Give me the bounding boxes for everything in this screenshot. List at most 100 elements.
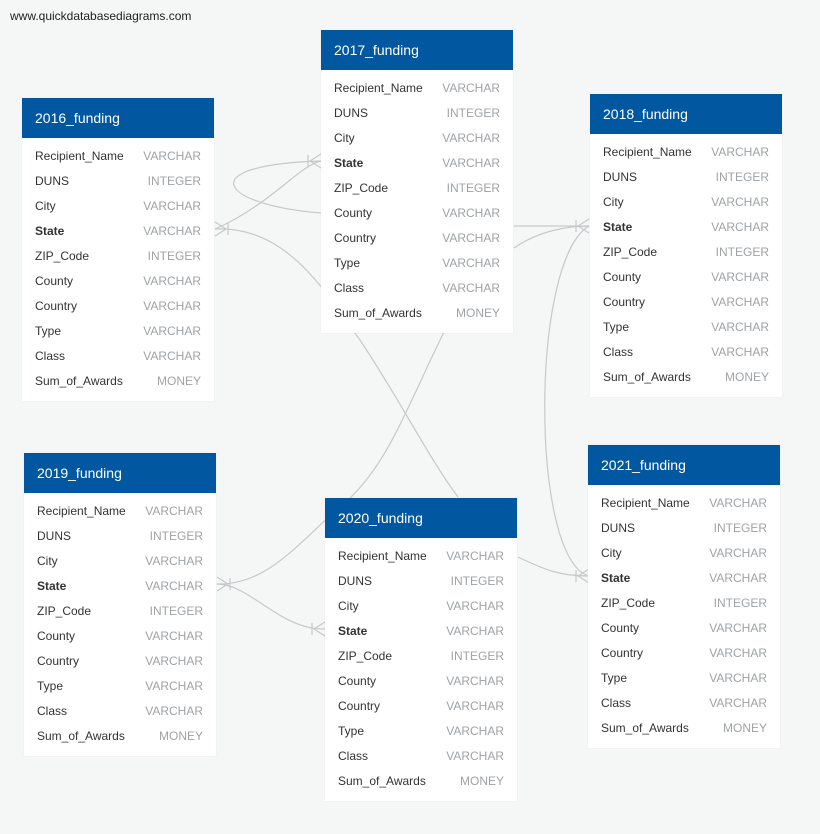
column-row[interactable]: City VARCHAR [590,190,782,215]
column-type: INTEGER [450,649,504,663]
column-row[interactable]: County VARCHAR [588,616,780,641]
column-type: MONEY [156,374,201,388]
column-name: Recipient_Name [37,504,126,518]
table-title[interactable]: 2017_funding [321,30,513,70]
column-row[interactable]: Class VARCHAR [588,691,780,716]
table-title[interactable]: 2018_funding [590,94,782,134]
column-row[interactable]: ZIP_Code INTEGER [588,591,780,616]
column-name: Recipient_Name [601,496,690,510]
column-row[interactable]: Sum_of_Awards MONEY [22,369,214,394]
table-title[interactable]: 2020_funding [325,498,517,538]
column-row[interactable]: Country VARCHAR [22,294,214,319]
column-type: VARCHAR [711,220,769,234]
column-row[interactable]: County VARCHAR [22,269,214,294]
table-title[interactable]: 2021_funding [588,445,780,485]
column-row[interactable]: City VARCHAR [588,541,780,566]
column-row[interactable]: Class VARCHAR [321,276,513,301]
column-row[interactable]: City VARCHAR [22,194,214,219]
column-name: Type [37,679,64,693]
column-type: VARCHAR [143,299,201,313]
table-2018-funding[interactable]: 2018_funding Recipient_Name VARCHAR DUNS INT… [590,94,782,397]
column-type: INTEGER [715,170,769,184]
column-row[interactable]: State VARCHAR [325,619,517,644]
column-type: VARCHAR [709,646,767,660]
column-row[interactable]: County VARCHAR [325,669,517,694]
column-row[interactable]: DUNS INTEGER [590,165,782,190]
column-row[interactable]: Type VARCHAR [325,719,517,744]
column-row[interactable]: ZIP_Code INTEGER [22,244,214,269]
column-row[interactable]: Recipient_Name VARCHAR [22,144,214,169]
column-row[interactable]: DUNS INTEGER [24,524,216,549]
crowfoot-2016 [214,221,229,237]
column-row[interactable]: ZIP_Code INTEGER [321,176,513,201]
column-row[interactable]: Recipient_Name VARCHAR [588,491,780,516]
link-2020-2021 [517,556,590,577]
column-name: County [338,674,377,688]
column-row[interactable]: Country VARCHAR [325,694,517,719]
column-row[interactable]: Country VARCHAR [321,226,513,251]
column-type: VARCHAR [711,345,769,359]
column-row[interactable]: Type VARCHAR [24,674,216,699]
column-row[interactable]: Sum_of_Awards MONEY [588,716,780,741]
column-type: VARCHAR [446,624,504,638]
table-title[interactable]: 2019_funding [24,453,216,493]
table-2021-funding[interactable]: 2021_funding Recipient_Name VARCHAR DUNS INT… [588,445,780,748]
link-2017-2019 [349,329,446,499]
column-type: INTEGER [149,604,203,618]
column-row[interactable]: Type VARCHAR [22,319,214,344]
column-row[interactable]: City VARCHAR [321,126,513,151]
column-row[interactable]: Sum_of_Awards MONEY [590,365,782,390]
column-row[interactable]: Recipient_Name VARCHAR [590,140,782,165]
column-type: MONEY [455,306,500,320]
column-row[interactable]: DUNS INTEGER [22,169,214,194]
column-row[interactable]: Class VARCHAR [22,344,214,369]
table-2016-funding[interactable]: 2016_funding Recipient_Name VARCHAR DUNS INT… [22,98,214,401]
column-row[interactable]: DUNS INTEGER [325,569,517,594]
table-title[interactable]: 2016_funding [22,98,214,138]
column-row[interactable]: Type VARCHAR [588,666,780,691]
column-row[interactable]: State VARCHAR [321,151,513,176]
column-row[interactable]: City VARCHAR [325,594,517,619]
column-row[interactable]: Class VARCHAR [24,699,216,724]
column-row[interactable]: County VARCHAR [24,624,216,649]
table-2020-funding[interactable]: 2020_funding Recipient_Name VARCHAR DUNS INT… [325,498,517,801]
table-2017-funding[interactable]: 2017_funding Recipient_Name VARCHAR DUNS INT… [321,30,513,333]
column-row[interactable]: Sum_of_Awards MONEY [325,769,517,794]
column-row[interactable]: Type VARCHAR [321,251,513,276]
column-list: Recipient_Name VARCHAR DUNS INTEGER City VARC… [590,134,782,397]
table-2019-funding[interactable]: 2019_funding Recipient_Name VARCHAR DUNS INT… [24,453,216,756]
column-row[interactable]: State VARCHAR [588,566,780,591]
column-row[interactable]: City VARCHAR [24,549,216,574]
column-type: VARCHAR [145,654,203,668]
column-name: Sum_of_Awards [338,774,426,788]
column-row[interactable]: County VARCHAR [321,201,513,226]
column-row[interactable]: Country VARCHAR [590,290,782,315]
column-row[interactable]: Country VARCHAR [24,649,216,674]
column-row[interactable]: Recipient_Name VARCHAR [24,499,216,524]
column-name: City [338,599,359,613]
column-row[interactable]: State VARCHAR [590,215,782,240]
column-row[interactable]: Type VARCHAR [590,315,782,340]
column-row[interactable]: Recipient_Name VARCHAR [321,76,513,101]
column-name: City [603,195,624,209]
column-row[interactable]: State VARCHAR [22,219,214,244]
column-type: MONEY [158,729,203,743]
column-row[interactable]: DUNS INTEGER [588,516,780,541]
column-row[interactable]: County VARCHAR [590,265,782,290]
column-row[interactable]: Class VARCHAR [590,340,782,365]
column-row[interactable]: DUNS INTEGER [321,101,513,126]
column-row[interactable]: Sum_of_Awards MONEY [321,301,513,326]
column-row[interactable]: Class VARCHAR [325,744,517,769]
column-name: Recipient_Name [334,81,423,95]
column-type: VARCHAR [442,156,500,170]
column-row[interactable]: Country VARCHAR [588,641,780,666]
column-row[interactable]: Sum_of_Awards MONEY [24,724,216,749]
column-row[interactable]: ZIP_Code INTEGER [24,599,216,624]
column-row[interactable]: State VARCHAR [24,574,216,599]
column-type: VARCHAR [446,724,504,738]
column-type: VARCHAR [709,696,767,710]
column-name: Recipient_Name [603,145,692,159]
column-row[interactable]: ZIP_Code INTEGER [325,644,517,669]
column-row[interactable]: Recipient_Name VARCHAR [325,544,517,569]
column-row[interactable]: ZIP_Code INTEGER [590,240,782,265]
